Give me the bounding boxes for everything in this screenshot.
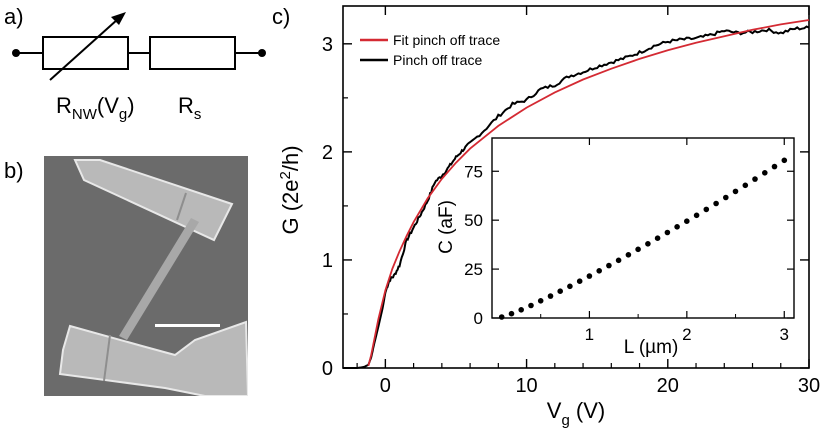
r-nw-label: RNW(Vg) xyxy=(56,93,135,123)
inset-data-point xyxy=(664,229,671,236)
sem-electrode-bottom-seam xyxy=(103,334,111,382)
inset-data-point xyxy=(528,302,534,309)
panel-a: a) RNW(Vg) Rs xyxy=(4,4,266,123)
r-s-label: Rs xyxy=(178,93,201,123)
sem-electrode-bottom xyxy=(58,320,248,396)
inset-data-point xyxy=(547,293,554,299)
inset-plot: 1 2 3 0 25 50 75 C (aF) L (µm) xyxy=(436,137,795,358)
inset-data-point xyxy=(762,170,768,176)
inset-data-point xyxy=(732,188,739,195)
inset-series xyxy=(498,157,788,320)
inset-data-point xyxy=(586,273,593,279)
inset-data-point xyxy=(537,298,544,304)
inset-data-point xyxy=(645,241,651,247)
variable-arrow-shaft xyxy=(49,18,119,81)
main-legend: Fit pinch off trace Pinch off trace xyxy=(360,32,500,68)
main-x-tick-label: 30 xyxy=(798,375,820,397)
panel-b: b) xyxy=(4,156,248,396)
legend-label-trace: Pinch off trace xyxy=(393,52,482,68)
inset-data-point xyxy=(723,194,729,201)
resistor-nw xyxy=(42,36,129,70)
inset-data-point xyxy=(518,307,524,313)
main-y-tick-label: 0 xyxy=(322,358,333,380)
inset-data-point xyxy=(508,310,515,317)
main-x-axis-title: Vg (V) xyxy=(547,398,605,429)
inset-x-tick-label: 2 xyxy=(682,325,691,344)
inset-data-point xyxy=(693,212,700,219)
inset-x-axis-title: L (µm) xyxy=(624,337,679,358)
panel-a-label: a) xyxy=(4,4,24,29)
legend-label-fit: Fit pinch off trace xyxy=(393,32,500,48)
inset-data-point xyxy=(557,288,563,295)
inset-data-point xyxy=(615,257,622,264)
inset-data-point xyxy=(713,200,719,207)
inset-data-point xyxy=(606,262,612,269)
inset-plot-frame xyxy=(491,137,795,319)
inset-y-tick-label: 75 xyxy=(464,162,483,181)
inset-y-tick-label: 25 xyxy=(464,260,483,279)
inset-data-point xyxy=(684,218,690,224)
inset-data-point xyxy=(576,278,583,285)
inset-data-point xyxy=(625,252,632,258)
sem-nanowire xyxy=(119,218,199,340)
sem-electrode-top-seam xyxy=(176,192,187,221)
inset-y-tick-label: 50 xyxy=(464,211,483,230)
inset-ticks: 1 2 3 0 25 50 75 xyxy=(464,138,794,344)
main-y-tick-label: 3 xyxy=(322,34,333,56)
main-y-tick-label: 1 xyxy=(322,250,333,272)
panel-b-label: b) xyxy=(4,158,24,183)
inset-data-point xyxy=(635,246,641,253)
inset-data-point xyxy=(498,314,505,320)
inset-data-point xyxy=(654,235,661,241)
terminal-right xyxy=(258,49,266,57)
inset-y-axis-title: C (aF) xyxy=(436,200,457,254)
main-y-axis-title: G (2e2/h) xyxy=(277,145,303,234)
inset-data-point xyxy=(752,176,758,182)
resistor-s xyxy=(149,36,236,70)
inset-data-point xyxy=(567,283,573,290)
sem-scale-bar xyxy=(155,324,220,327)
fit-pinch-off-line xyxy=(367,19,810,367)
inset-data-point xyxy=(674,224,680,230)
main-series xyxy=(343,19,810,369)
variable-arrow-head xyxy=(111,12,126,25)
panel-c-label: c) xyxy=(272,4,290,29)
inset-data-point xyxy=(742,182,749,189)
inset-data-point xyxy=(596,268,602,274)
inset-y-tick-label: 0 xyxy=(474,309,483,328)
inset-data-point xyxy=(703,206,710,213)
inset-x-tick-label: 3 xyxy=(780,325,789,344)
main-x-tick-label: 10 xyxy=(515,375,537,397)
main-x-tick-label: 0 xyxy=(380,375,391,397)
inset-x-tick-label: 1 xyxy=(585,325,594,344)
pinch-off-trace-line xyxy=(343,25,810,369)
inset-data-point xyxy=(781,157,788,164)
inset-data-point xyxy=(771,163,778,170)
terminal-left xyxy=(12,49,20,57)
main-x-tick-label: 20 xyxy=(657,375,679,397)
main-y-tick-label: 2 xyxy=(322,142,333,164)
main-plot-frame xyxy=(342,5,810,369)
